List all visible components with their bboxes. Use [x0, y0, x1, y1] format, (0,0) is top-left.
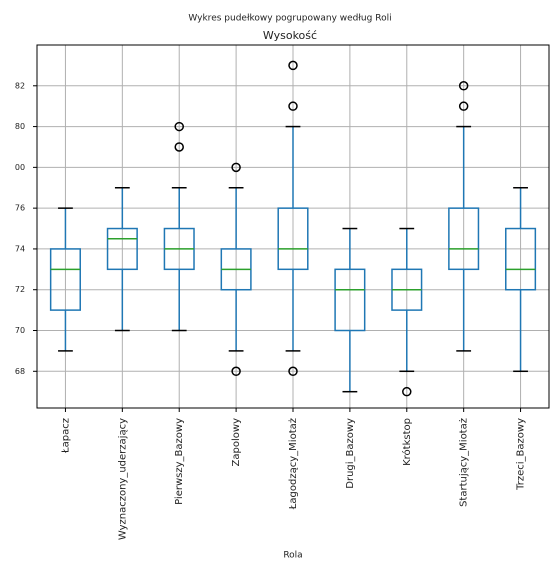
- chart-title: Wykres pudełkowy pogrupowany według Roli: [188, 14, 391, 24]
- plot-frame: [36, 44, 550, 409]
- x-tick-label: Drugi_Bazowy: [345, 418, 356, 489]
- box: [277, 207, 309, 271]
- x-tick-label: Krótkstop: [401, 418, 413, 466]
- outlier: [174, 121, 184, 132]
- outlier: [288, 101, 298, 111]
- y-tick-label: 72: [15, 285, 25, 294]
- x-tick-label: Łagodzący_Miotaż: [288, 418, 299, 510]
- box: [448, 207, 480, 271]
- box: [49, 248, 81, 311]
- outlier: [458, 101, 469, 111]
- y-tick-label: 82: [15, 81, 25, 90]
- x-tick-label: Wyznaczony_uderzający: [117, 418, 128, 540]
- grid-layer: [37, 45, 549, 408]
- x-tick-label: Pierwszy_Bazowy: [174, 418, 185, 505]
- y-tick-label: 76: [15, 204, 25, 213]
- outlier: [231, 162, 241, 173]
- outlier: [174, 142, 184, 152]
- outlier: [288, 60, 298, 71]
- y-tick-label: 70: [15, 326, 25, 335]
- outlier: [402, 386, 412, 397]
- outlier: [458, 81, 469, 91]
- y-tick-label: 80: [15, 122, 25, 131]
- chart-subtitle: Wysokość: [263, 29, 317, 42]
- y-tick-label: 74: [15, 244, 25, 253]
- x-tick-label: Łapacz: [60, 418, 71, 454]
- y-tick-label: 00: [15, 163, 25, 172]
- x-axis-label: Rola: [283, 551, 302, 561]
- box: [505, 227, 537, 291]
- x-tick-label: Trzeci_Bazowy: [516, 418, 527, 491]
- x-tick-label: Startujący_Miotaż: [459, 418, 470, 507]
- box: [106, 227, 138, 271]
- x-tick-label: Zapolowy: [231, 418, 242, 467]
- outlier: [231, 366, 241, 377]
- box: [334, 268, 366, 332]
- y-tick-label: 68: [15, 367, 25, 376]
- outlier: [288, 366, 298, 377]
